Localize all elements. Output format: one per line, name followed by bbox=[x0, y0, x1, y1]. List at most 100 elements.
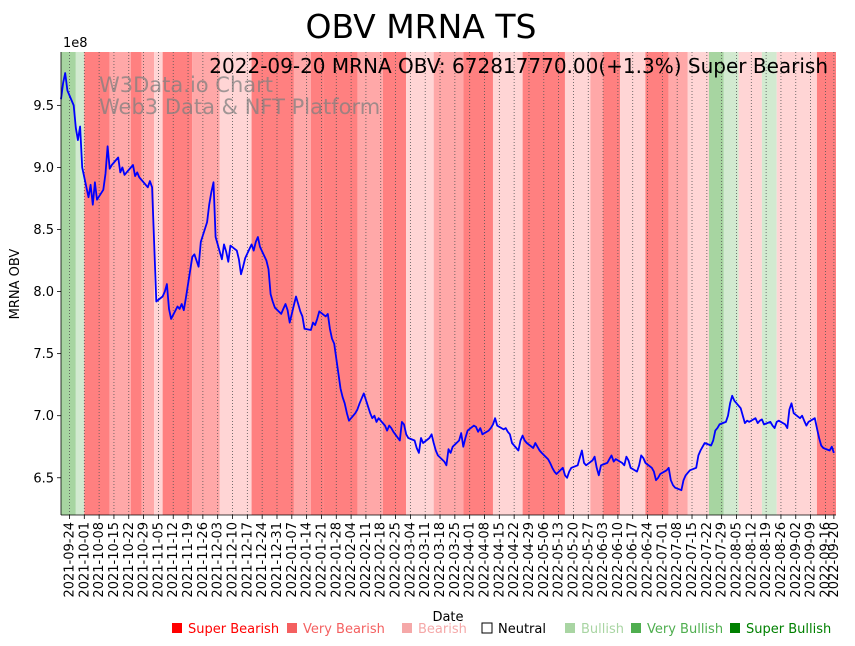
x-tick-label: 2022-01-07 bbox=[285, 522, 300, 598]
obv-series bbox=[60, 72, 835, 492]
x-tick-label: 2022-03-04 bbox=[403, 522, 418, 598]
x-tick-label: 2021-12-31 bbox=[270, 522, 285, 598]
x-tick-label: 2022-07-01 bbox=[655, 522, 670, 598]
x-tick-label: 2022-01-14 bbox=[300, 522, 315, 598]
sentiment-band-22 bbox=[590, 52, 604, 515]
sentiment-band-21 bbox=[564, 52, 591, 515]
x-tick-label: 2022-05-06 bbox=[537, 522, 552, 598]
sentiment-bands bbox=[61, 52, 836, 515]
vertical-gridlines bbox=[69, 52, 835, 515]
y-tick-label: 7.5 bbox=[33, 347, 54, 362]
x-tick-label: 2021-10-08 bbox=[92, 522, 107, 598]
x-tick-label: 2022-05-27 bbox=[581, 522, 596, 598]
x-tick-label: 2021-11-26 bbox=[196, 522, 211, 598]
x-tick-label: 2022-03-25 bbox=[448, 522, 463, 598]
x-tick-label: 2022-07-08 bbox=[670, 522, 685, 598]
legend-swatch bbox=[172, 623, 182, 633]
sentiment-band-26 bbox=[668, 52, 688, 515]
y-tick-label: 9.0 bbox=[33, 161, 54, 176]
sentiment-band-25 bbox=[645, 52, 669, 515]
sentiment-band-33 bbox=[816, 52, 836, 515]
x-tick-label: 2022-05-20 bbox=[566, 522, 581, 598]
sentiment-band-18 bbox=[463, 52, 493, 515]
sentiment-band-4 bbox=[130, 52, 142, 515]
sentiment-band-19 bbox=[492, 52, 523, 515]
x-tick-label: 2022-09-09 bbox=[804, 522, 819, 598]
sentiment-band-11 bbox=[293, 52, 311, 515]
legend-label: Super Bullish bbox=[746, 622, 831, 637]
x-tick-label: 2021-09-24 bbox=[62, 522, 77, 598]
obv-line bbox=[60, 72, 835, 492]
x-tick-label: 2022-04-08 bbox=[477, 522, 492, 598]
x-axis-ticks: 2021-09-24 2021-10-01 2021-10-08 2021-10-15… bbox=[62, 515, 842, 598]
x-axis-label: Date bbox=[432, 610, 463, 625]
sentiment-band-3 bbox=[109, 52, 131, 515]
sentiment-band-15 bbox=[382, 52, 407, 515]
legend-label: Bullish bbox=[581, 622, 624, 637]
y-exponent-label: 1e8 bbox=[63, 36, 88, 51]
sentiment-band-13 bbox=[323, 52, 358, 515]
y-tick-label: 7.0 bbox=[33, 409, 54, 424]
x-tick-label: 2022-04-01 bbox=[463, 522, 478, 598]
x-tick-label: 2021-12-10 bbox=[226, 522, 241, 598]
legend-swatch bbox=[631, 623, 641, 633]
watermark-line-1: W3Data.io Chart bbox=[99, 73, 273, 97]
legend-label: Very Bullish bbox=[647, 622, 723, 637]
x-tick-label: 2022-03-18 bbox=[433, 522, 448, 598]
sentiment-band-10 bbox=[251, 52, 294, 515]
legend-label: Very Bearish bbox=[303, 622, 385, 637]
sentiment-band-1 bbox=[75, 52, 85, 515]
x-tick-label: 2022-04-22 bbox=[507, 522, 522, 598]
sentiment-band-5 bbox=[141, 52, 155, 515]
x-tick-label: 2021-11-19 bbox=[181, 522, 196, 598]
x-tick-label: 2022-07-29 bbox=[715, 522, 730, 598]
chart-subtitle: 2022-09-20 MRNA OBV: 672817770.00(+1.3%)… bbox=[209, 54, 828, 78]
legend-swatch bbox=[481, 622, 493, 634]
legend-label: Super Bearish bbox=[188, 622, 279, 637]
x-tick-label: 2022-06-24 bbox=[641, 522, 656, 598]
x-tick-label: 2021-10-01 bbox=[77, 522, 92, 598]
legend-swatch bbox=[565, 623, 575, 633]
x-tick-label: 2022-07-22 bbox=[700, 522, 715, 598]
x-tick-label: 2022-08-19 bbox=[759, 522, 774, 598]
x-tick-label: 2022-02-18 bbox=[374, 522, 389, 598]
x-tick-label: 2022-07-15 bbox=[685, 522, 700, 598]
x-tick-label: 2021-10-29 bbox=[137, 522, 152, 598]
sentiment-band-2 bbox=[84, 52, 110, 515]
legend-swatch bbox=[402, 623, 412, 633]
sentiment-band-31 bbox=[761, 52, 777, 515]
y-axis-ticks: 6.5 7.0 7.5 8.0 8.5 9.0 9.5 bbox=[33, 99, 61, 486]
sentiment-band-23 bbox=[603, 52, 621, 515]
x-tick-label: 2021-10-22 bbox=[122, 522, 137, 598]
sentiment-band-29 bbox=[723, 52, 739, 515]
sentiment-band-27 bbox=[687, 52, 709, 515]
x-tick-label: 2022-01-28 bbox=[329, 522, 344, 598]
x-tick-label: 2022-02-11 bbox=[359, 522, 374, 598]
x-tick-label: 2021-11-05 bbox=[151, 522, 166, 598]
x-tick-label: 2021-12-24 bbox=[255, 522, 270, 598]
x-tick-label: 2022-04-29 bbox=[522, 522, 537, 598]
x-tick-label: 2021-10-15 bbox=[107, 522, 122, 598]
x-tick-label: 2022-02-04 bbox=[344, 522, 359, 598]
sentiment-band-0 bbox=[61, 52, 76, 515]
x-tick-label: 2022-09-20 bbox=[827, 522, 842, 598]
x-tick-label: 2022-08-26 bbox=[774, 522, 789, 598]
sentiment-band-28 bbox=[708, 52, 724, 515]
sentiment-band-9 bbox=[219, 52, 252, 515]
chart-title: OBV MRNA TS bbox=[306, 7, 537, 46]
legend-label: Bearish bbox=[418, 622, 467, 637]
legend-swatch bbox=[730, 623, 740, 633]
x-tick-label: 2022-01-21 bbox=[314, 522, 329, 598]
watermark-line-2: Web3 Data & NFT Platform bbox=[99, 95, 380, 119]
x-tick-label: 2021-11-12 bbox=[166, 522, 181, 598]
x-tick-label: 2022-08-12 bbox=[744, 522, 759, 598]
x-tick-label: 2021-12-17 bbox=[240, 522, 255, 598]
x-tick-label: 2021-12-03 bbox=[211, 522, 226, 598]
x-tick-label: 2022-02-25 bbox=[389, 522, 404, 598]
sentiment-band-8 bbox=[192, 52, 220, 515]
y-tick-label: 6.5 bbox=[33, 471, 54, 486]
y-tick-label: 8.5 bbox=[33, 223, 54, 238]
sentiment-band-14 bbox=[357, 52, 383, 515]
x-tick-label: 2022-06-03 bbox=[596, 522, 611, 598]
